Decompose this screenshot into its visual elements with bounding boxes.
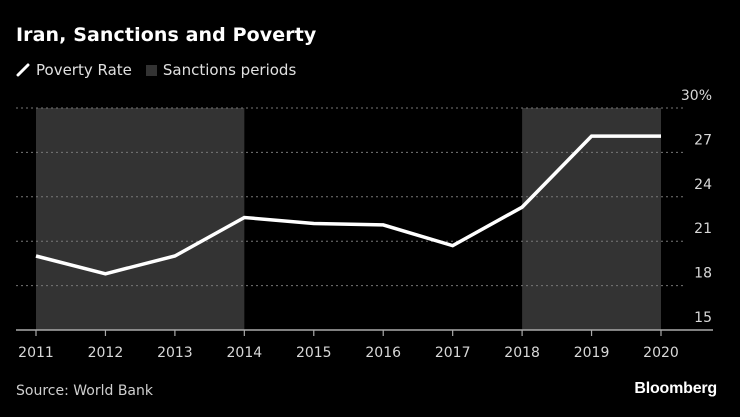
- x-tick-label: 2019: [574, 345, 610, 361]
- sanctions-period-region: [522, 108, 661, 330]
- y-tick-label: 27: [694, 132, 712, 148]
- legend: Poverty Rate Sanctions periods: [16, 61, 310, 79]
- y-tick-label: 24: [694, 177, 712, 193]
- x-tick-label: 2017: [435, 345, 471, 361]
- legend-label: Poverty Rate: [36, 61, 132, 79]
- x-tick-label: 2013: [157, 345, 193, 361]
- source-note: Source: World Bank: [16, 383, 153, 399]
- bloomberg-logo: Bloomberg: [634, 380, 717, 397]
- x-tick-label: 2016: [365, 345, 401, 361]
- legend-item-sanctions-periods: Sanctions periods: [145, 61, 297, 79]
- x-tick-label: 2011: [18, 345, 54, 361]
- legend-item-poverty-rate: Poverty Rate: [16, 61, 132, 79]
- x-tick-label: 2014: [227, 345, 263, 361]
- line-swatch-icon: [16, 63, 30, 77]
- x-tick-label: 2018: [504, 345, 540, 361]
- y-tick-label: 15: [694, 310, 712, 326]
- sanctions-period-region: [36, 108, 245, 330]
- poverty-rate-line: [35, 134, 661, 276]
- x-tick-label: 2015: [296, 345, 332, 361]
- x-tick-label: 2012: [88, 345, 124, 361]
- legend-label: Sanctions periods: [162, 61, 297, 79]
- chart-title: Iran, Sanctions and Poverty: [16, 24, 317, 46]
- box-swatch-icon: [145, 64, 157, 76]
- y-tick-label: 21: [694, 221, 712, 237]
- y-tick-label: 30%: [681, 88, 712, 104]
- x-tick-label: 2020: [643, 345, 679, 361]
- y-tick-label: 18: [694, 266, 712, 282]
